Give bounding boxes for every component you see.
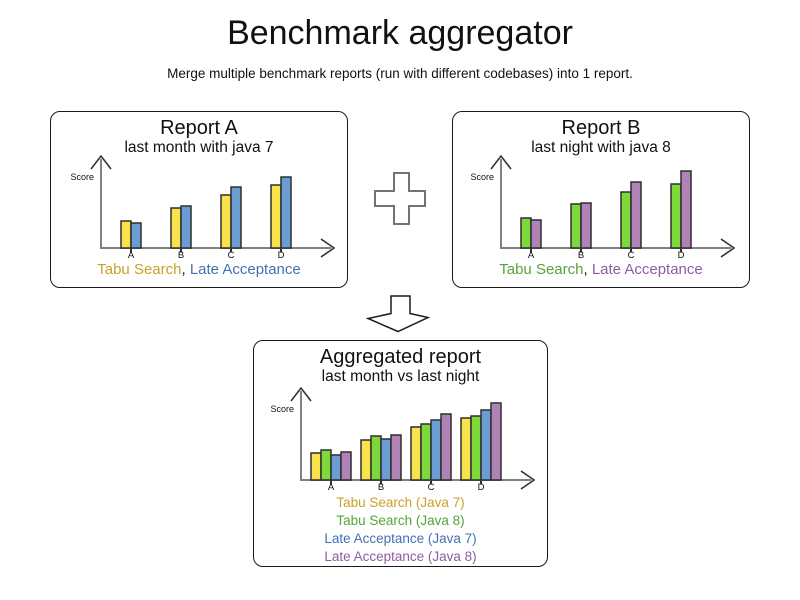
x-tick-label: C: [228, 250, 235, 261]
bar-C-series-3: [440, 413, 452, 481]
bar-D-series-1: [680, 170, 692, 249]
bar-B-series-2: [380, 438, 392, 481]
x-tick-label: D: [278, 250, 285, 261]
bar-A-series-0: [310, 452, 322, 481]
report-b-panel: Report B last night with java 8 Score A B C…: [452, 111, 750, 288]
y-axis-label: Score: [470, 172, 494, 182]
x-axis-arrowhead-icon: [320, 238, 336, 258]
y-axis-label: Score: [70, 172, 94, 182]
x-tick-label: A: [528, 250, 535, 261]
x-tick-label: B: [178, 250, 184, 261]
aggregated-legend: Tabu Search (Java 7) Tabu Search (Java 8…: [254, 494, 547, 566]
x-tick-label: D: [478, 482, 485, 493]
legend-late-acceptance-java7: Late Acceptance (Java 7): [324, 531, 477, 546]
bar-B-series-1: [370, 435, 382, 481]
report-a-subtitle: last month with java 7: [124, 139, 274, 156]
down-arrow-shape: [365, 295, 431, 333]
report-b-legend: Tabu Search, Late Acceptance: [453, 261, 749, 278]
x-tick-label: B: [378, 482, 384, 493]
bar-C-series-1: [230, 186, 242, 249]
bar-B-series-1: [580, 202, 592, 249]
bar-B-series-3: [390, 434, 402, 481]
report-a-chart: Score A B C D: [70, 154, 336, 261]
bar-B-series-1: [180, 205, 192, 249]
report-a-legend: Tabu Search, Late Acceptance: [51, 261, 347, 278]
legend-tabu-search-java8: Tabu Search: [499, 261, 584, 278]
bar-D-series-2: [480, 409, 492, 481]
bar-A-series-0: [120, 220, 132, 249]
bar-C-series-0: [620, 191, 632, 249]
bar-D-series-0: [460, 417, 472, 481]
bar-D-series-0: [670, 183, 682, 249]
legend-tabu-search-java8: Tabu Search (Java 8): [336, 513, 465, 528]
bar-A-series-0: [520, 217, 532, 249]
bar-D-series-3: [490, 402, 502, 481]
legend-late-acceptance-java8: Late Acceptance: [591, 261, 703, 278]
aggregated-subtitle: last month vs last night: [321, 368, 480, 385]
y-axis-arrowhead-icon: [290, 386, 312, 402]
bar-C-series-2: [430, 419, 442, 481]
page-title: Benchmark aggregator: [227, 14, 573, 52]
y-axis-label: Score: [270, 404, 294, 414]
report-b-title: Report B: [561, 117, 641, 139]
x-tick-label: C: [428, 482, 435, 493]
bar-B-series-0: [360, 439, 372, 481]
report-a-title: Report A: [160, 117, 238, 139]
page-subtitle: Merge multiple benchmark reports (run wi…: [167, 66, 633, 81]
legend-tabu-search-java7: Tabu Search (Java 7): [336, 495, 465, 510]
bar-C-series-1: [630, 181, 642, 249]
bar-D-series-1: [470, 415, 482, 481]
bar-A-series-1: [320, 449, 332, 481]
bar-A-series-1: [130, 222, 142, 249]
bar-A-series-2: [330, 454, 342, 481]
bar-C-series-0: [220, 194, 232, 249]
report-b-chart: Score A B C D: [470, 154, 736, 261]
bar-B-series-0: [170, 207, 182, 249]
aggregated-report-panel: Aggregated report last month vs last nig…: [253, 340, 548, 567]
bar-B-series-0: [570, 203, 582, 249]
legend-separator: ,: [583, 261, 592, 278]
x-tick-label: C: [628, 250, 635, 261]
legend-late-acceptance-java7: Late Acceptance: [189, 261, 301, 278]
y-axis-arrowhead-icon: [490, 154, 512, 170]
aggregated-title: Aggregated report: [319, 346, 482, 368]
y-axis-arrowhead-icon: [90, 154, 112, 170]
x-tick-label: D: [678, 250, 685, 261]
x-tick-label: A: [128, 250, 135, 261]
report-b-subtitle: last night with java 8: [531, 139, 671, 156]
x-axis-arrowhead-icon: [720, 238, 736, 258]
down-arrow-icon: [365, 295, 431, 333]
x-tick-label: B: [578, 250, 584, 261]
x-tick-label: A: [328, 482, 335, 493]
legend-separator: ,: [181, 261, 190, 278]
plus-icon: [374, 172, 426, 225]
bar-C-series-1: [420, 423, 432, 481]
x-axis-arrowhead-icon: [520, 470, 536, 490]
bar-C-series-0: [410, 426, 422, 481]
bar-D-series-1: [280, 176, 292, 249]
bar-A-series-1: [530, 219, 542, 249]
legend-late-acceptance-java8: Late Acceptance (Java 8): [324, 549, 477, 564]
legend-tabu-search-java7: Tabu Search: [97, 261, 182, 278]
bar-A-series-3: [340, 451, 352, 481]
aggregated-chart: Score A B C D: [270, 386, 536, 493]
plus-shape: [374, 172, 426, 225]
bar-D-series-0: [270, 184, 282, 249]
report-a-panel: Report A last month with java 7 Score A B C…: [50, 111, 348, 288]
